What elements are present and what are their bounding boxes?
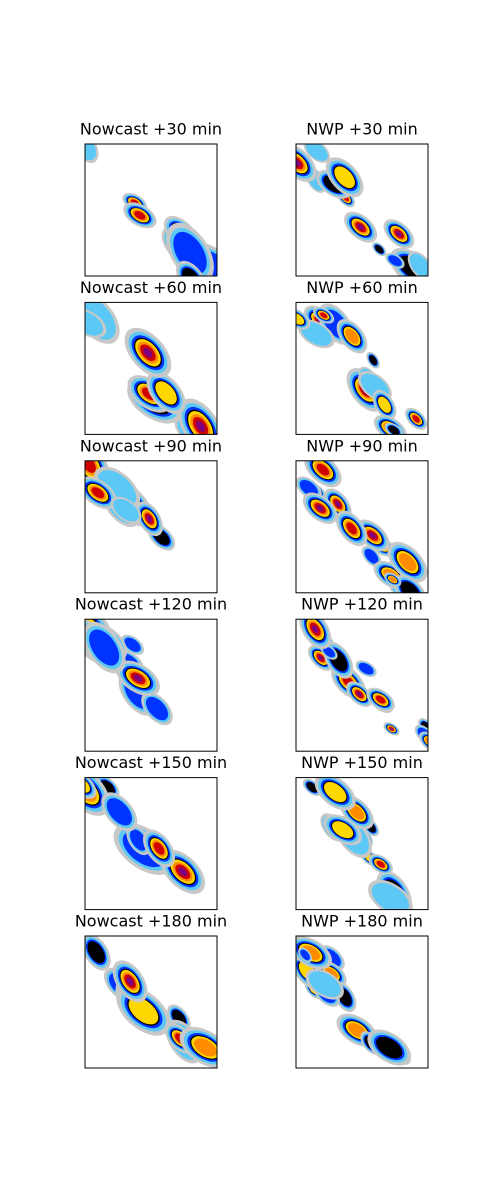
- precipitation-map: [85, 302, 217, 435]
- precipitation-map: [85, 936, 217, 1068]
- precipitation-map: [296, 144, 428, 276]
- precipitation-map: [296, 303, 428, 435]
- panel-title: NWP +60 min: [306, 278, 418, 297]
- panel-title: Nowcast +150 min: [75, 753, 227, 772]
- panel-title: Nowcast +90 min: [80, 436, 222, 455]
- panel-title: Nowcast +120 min: [75, 595, 227, 614]
- panel-frame: [295, 777, 429, 911]
- panel-frame: [84, 301, 218, 435]
- panel-title: NWP +90 min: [306, 436, 418, 455]
- panel-frame: [295, 935, 429, 1069]
- panel-title: Nowcast +180 min: [75, 912, 227, 931]
- panel-title: Nowcast +30 min: [80, 120, 222, 139]
- precipitation-map: [299, 619, 428, 752]
- panel-frame: [84, 460, 218, 594]
- panel-title: NWP +150 min: [301, 753, 423, 772]
- precipitation-map: [85, 460, 176, 551]
- panel-frame: [295, 618, 429, 752]
- panel-frame: [295, 143, 429, 277]
- precipitation-map: [302, 777, 415, 910]
- precipitation-map: [85, 144, 217, 276]
- panel-frame: [84, 777, 218, 911]
- panel-title: NWP +180 min: [301, 912, 423, 931]
- panel-title: NWP +30 min: [306, 120, 418, 139]
- precipitation-map: [296, 936, 412, 1066]
- panel-title: NWP +120 min: [301, 595, 423, 614]
- panel-frame: [84, 143, 218, 277]
- panel-frame: [84, 935, 218, 1069]
- panel-title: Nowcast +60 min: [80, 278, 222, 297]
- precipitation-map: [296, 460, 428, 593]
- panel-frame: [295, 460, 429, 594]
- panel-frame: [295, 301, 429, 435]
- precipitation-map: [85, 619, 173, 726]
- precipitation-map: [85, 777, 206, 894]
- panel-frame: [84, 618, 218, 752]
